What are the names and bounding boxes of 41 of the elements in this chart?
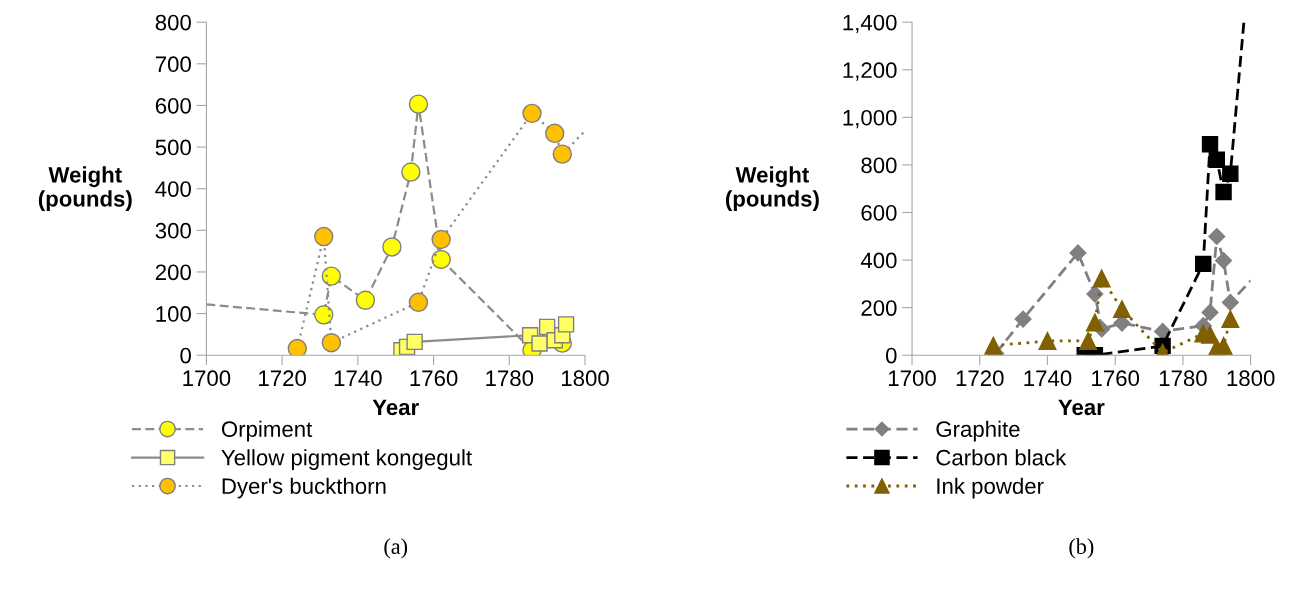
y-tick-label: 0 [180, 347, 191, 364]
x-tick-label: 1800 [561, 370, 609, 387]
y-tick-label: 600 [861, 205, 897, 221]
y-tick-label: 300 [155, 222, 191, 239]
x-tick-label: 1700 [889, 370, 936, 387]
y-tick-label: 1,200 [843, 62, 897, 81]
y-axis-title: Weight (pounds) [726, 166, 819, 212]
text: (a) [384, 538, 408, 559]
legend-label: Dyer's buckthorn [222, 477, 386, 499]
y-tick-label: 400 [860, 252, 897, 269]
legend-label: Graphite [936, 420, 1020, 442]
x-tick-label: 1780 [1159, 370, 1207, 387]
x-tick-label: 1760 [1092, 370, 1140, 387]
x-tick-label: 1760 [410, 370, 458, 387]
legend-label: Carbon black [936, 449, 1067, 466]
y-tick-label: 800 [155, 14, 191, 31]
y-tick-label: 400 [155, 181, 191, 197]
legend-label: Ink powder [937, 477, 1044, 499]
y-tick-label: 0 [885, 347, 897, 364]
y-tick-label: 200 [861, 300, 897, 316]
y-tick-label: 500 [155, 139, 191, 156]
y-tick-label: 700 [155, 56, 191, 73]
x-tick-label: 1740 [1024, 370, 1072, 387]
legend-label: Orpiment [221, 420, 313, 442]
y-tick-label: 1,000 [843, 109, 897, 129]
y-tick-label: 1,400 [843, 14, 897, 34]
text: (b) [1069, 538, 1094, 559]
x-tick-label: 1740 [334, 370, 382, 387]
y-tick-label: 800 [861, 157, 897, 174]
y-tick-label: 600 [155, 97, 191, 114]
y-tick-label: 200 [155, 264, 191, 281]
y-axis-title: Weight (pounds) [38, 166, 132, 212]
y-tick-label: 100 [156, 306, 191, 322]
x-tick-label: 1800 [1227, 370, 1275, 387]
x-axis-title: Year [1058, 399, 1105, 416]
x-tick-label: 1720 [259, 370, 306, 387]
x-tick-label: 1780 [486, 370, 534, 387]
x-axis-title: Year [372, 399, 419, 416]
x-tick-label: 1720 [956, 370, 1004, 387]
legend-label: Yellow pigment kongegult [221, 449, 472, 470]
x-tick-label: 1700 [183, 370, 231, 387]
